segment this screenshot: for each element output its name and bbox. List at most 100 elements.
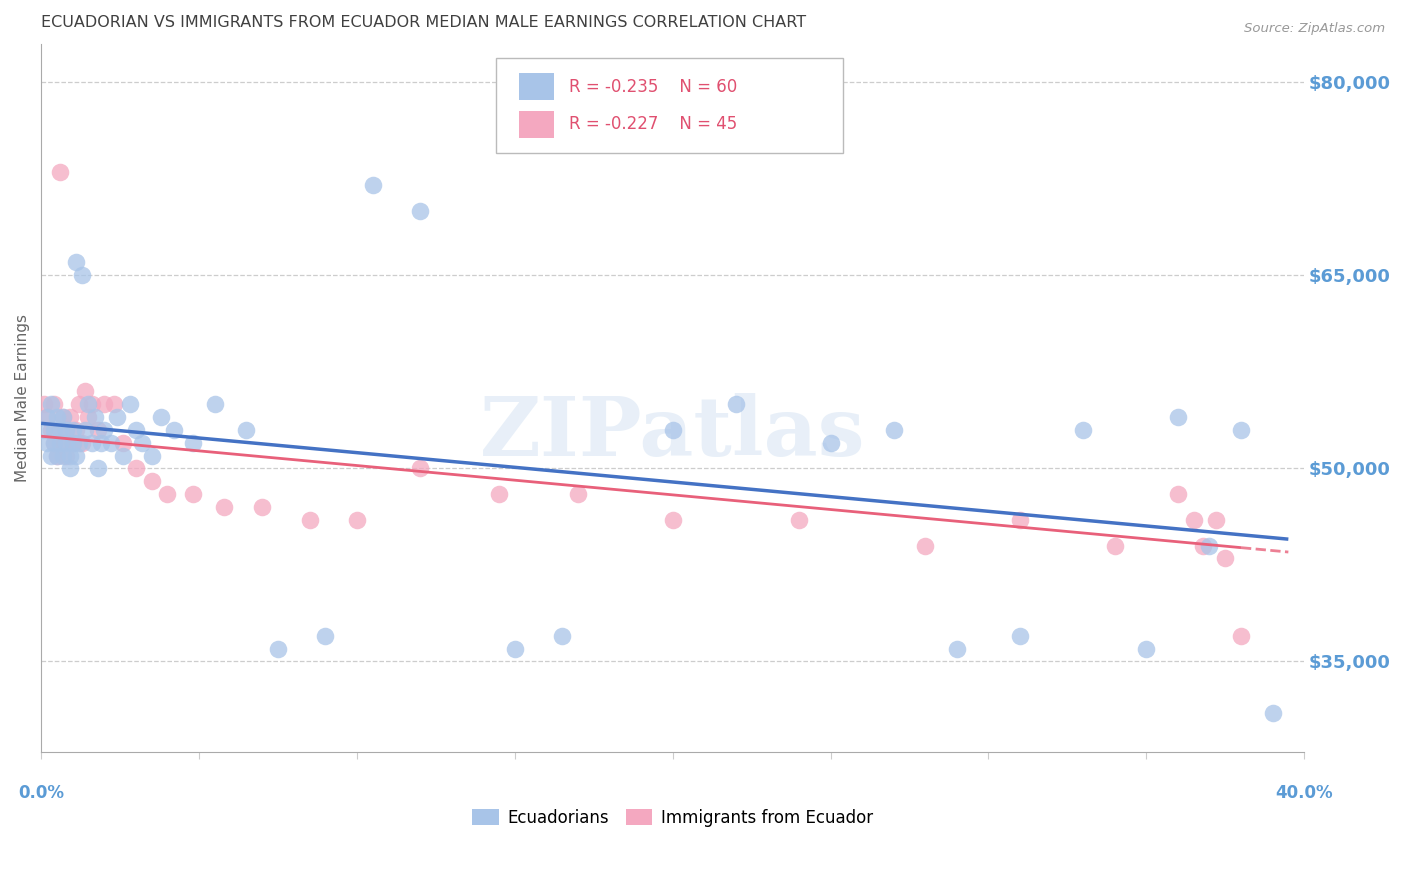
Point <box>52 449 75 463</box>
Point <box>250 500 273 514</box>
Point <box>45 449 67 463</box>
Point <box>58 449 80 463</box>
Bar <box>519 111 554 137</box>
Point <box>141 475 163 489</box>
Text: ZIPatlas: ZIPatlas <box>479 393 865 473</box>
Point <box>1167 487 1189 501</box>
Text: 40.0%: 40.0% <box>1275 784 1333 802</box>
Point <box>1205 513 1227 527</box>
Point <box>787 513 810 527</box>
Point <box>42 435 65 450</box>
Point <box>42 397 65 411</box>
Point <box>37 409 59 424</box>
Point <box>1230 423 1253 437</box>
Point <box>37 409 59 424</box>
Point <box>1213 551 1236 566</box>
Point <box>39 423 62 437</box>
Point <box>42 435 65 450</box>
Point <box>150 409 173 424</box>
Point <box>67 397 90 411</box>
Point <box>58 461 80 475</box>
Point <box>883 423 905 437</box>
Point <box>314 629 336 643</box>
Point <box>125 423 148 437</box>
Text: Source: ZipAtlas.com: Source: ZipAtlas.com <box>1244 22 1385 36</box>
Point <box>1071 423 1094 437</box>
Point <box>55 449 77 463</box>
Point <box>65 423 87 437</box>
Point <box>52 409 75 424</box>
Point <box>49 423 72 437</box>
Point <box>32 423 55 437</box>
Point <box>1230 629 1253 643</box>
Bar <box>519 73 554 100</box>
Point <box>80 435 103 450</box>
Point <box>724 397 747 411</box>
Point <box>661 423 683 437</box>
Point <box>32 397 55 411</box>
Point <box>39 449 62 463</box>
Point <box>1135 641 1157 656</box>
Point <box>100 435 122 450</box>
Point <box>235 423 257 437</box>
Point <box>914 539 936 553</box>
Point <box>409 461 432 475</box>
Point <box>551 629 574 643</box>
Point <box>346 513 368 527</box>
Point <box>267 641 290 656</box>
Legend: Ecuadorians, Immigrants from Ecuador: Ecuadorians, Immigrants from Ecuador <box>465 802 880 834</box>
Point <box>52 435 75 450</box>
Point <box>1104 539 1126 553</box>
Point <box>103 397 125 411</box>
Point <box>141 449 163 463</box>
Point <box>37 435 59 450</box>
Point <box>55 435 77 450</box>
Point <box>298 513 321 527</box>
Point <box>70 435 93 450</box>
Y-axis label: Median Male Earnings: Median Male Earnings <box>15 314 30 482</box>
Point <box>49 435 72 450</box>
Point <box>1192 539 1215 553</box>
Point <box>65 449 87 463</box>
Point <box>1261 706 1284 720</box>
Text: R = -0.227    N = 45: R = -0.227 N = 45 <box>569 115 737 134</box>
Point <box>70 268 93 283</box>
Point <box>661 513 683 527</box>
Point <box>820 435 842 450</box>
Point <box>77 397 100 411</box>
Point <box>62 423 84 437</box>
Point <box>156 487 179 501</box>
Point <box>125 461 148 475</box>
Point <box>181 435 204 450</box>
Point <box>112 435 135 450</box>
Point <box>67 435 90 450</box>
Point <box>42 423 65 437</box>
Point <box>62 435 84 450</box>
Point <box>39 397 62 411</box>
Point <box>49 165 72 179</box>
Point <box>58 409 80 424</box>
Point <box>1198 539 1220 553</box>
Point <box>65 255 87 269</box>
Point <box>946 641 969 656</box>
Point <box>409 204 432 219</box>
Point <box>1167 409 1189 424</box>
Point <box>87 423 110 437</box>
Text: 0.0%: 0.0% <box>18 784 65 802</box>
Point <box>55 423 77 437</box>
Point <box>1008 629 1031 643</box>
Point <box>131 435 153 450</box>
Point <box>93 397 115 411</box>
Point <box>93 423 115 437</box>
Point <box>212 500 235 514</box>
Point <box>55 423 77 437</box>
Point <box>112 449 135 463</box>
Point <box>87 461 110 475</box>
Point <box>80 397 103 411</box>
Point <box>75 423 97 437</box>
Point <box>105 409 128 424</box>
Point <box>488 487 510 501</box>
Point <box>52 409 75 424</box>
Point <box>75 384 97 399</box>
Text: ECUADORIAN VS IMMIGRANTS FROM ECUADOR MEDIAN MALE EARNINGS CORRELATION CHART: ECUADORIAN VS IMMIGRANTS FROM ECUADOR ME… <box>41 15 806 30</box>
